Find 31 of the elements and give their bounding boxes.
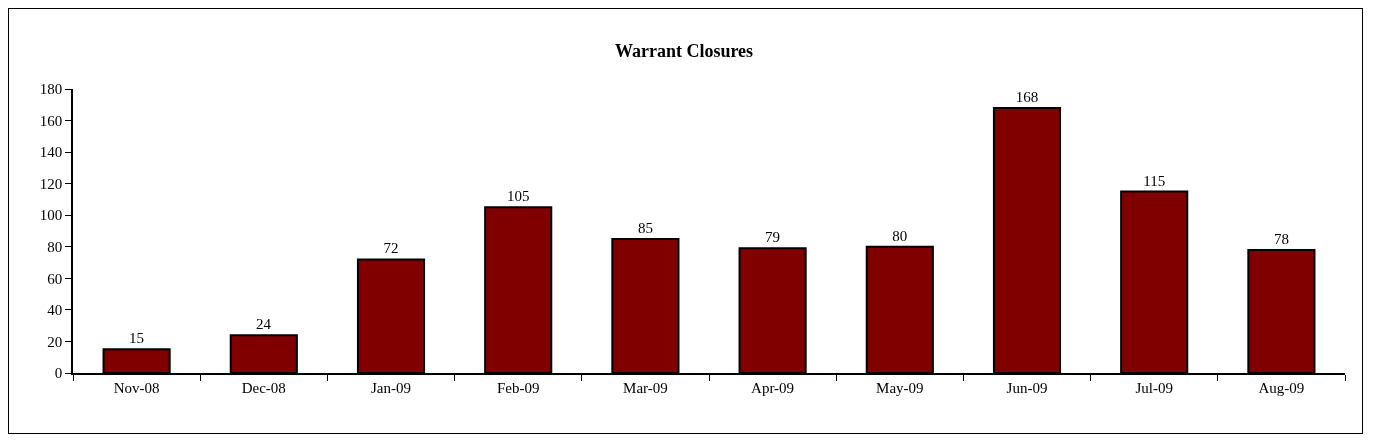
x-tick-label: Apr-09 <box>751 379 795 396</box>
x-tick-label: Nov-08 <box>113 379 160 396</box>
x-tick-label: Jan-09 <box>371 379 411 396</box>
x-tick-label: Mar-09 <box>623 379 668 396</box>
y-tick-label: 40 <box>47 302 63 319</box>
data-label: 115 <box>1143 172 1166 189</box>
data-label: 15 <box>129 330 145 347</box>
y-tick-label: 60 <box>47 270 63 287</box>
data-label: 80 <box>892 227 908 244</box>
x-tick-label: Dec-08 <box>241 379 286 396</box>
data-label: 24 <box>256 316 272 333</box>
x-tick-label: Aug-09 <box>1258 379 1305 396</box>
data-label: 85 <box>637 219 653 236</box>
x-tick-label: May-09 <box>876 379 924 396</box>
data-label: 78 <box>1273 230 1289 247</box>
chart-title: Warrant Closures <box>614 41 754 62</box>
y-tick-label: 140 <box>39 144 63 161</box>
y-tick-label: 20 <box>47 333 63 350</box>
x-tick-label: Jul-09 <box>1135 379 1173 396</box>
x-tick-label: Feb-09 <box>496 379 540 396</box>
y-tick-label: 80 <box>47 239 63 256</box>
y-tick-label: 0 <box>54 365 63 382</box>
y-tick-label: 100 <box>39 207 63 224</box>
y-tick-label: 180 <box>39 81 63 98</box>
y-tick-label: 160 <box>39 112 63 129</box>
x-tick-label: Jun-09 <box>1006 379 1048 396</box>
data-label: 79 <box>765 229 781 246</box>
data-label: 105 <box>506 188 530 205</box>
data-label: 72 <box>383 240 399 257</box>
data-label: 168 <box>1015 88 1039 105</box>
y-tick-label: 120 <box>39 175 63 192</box>
